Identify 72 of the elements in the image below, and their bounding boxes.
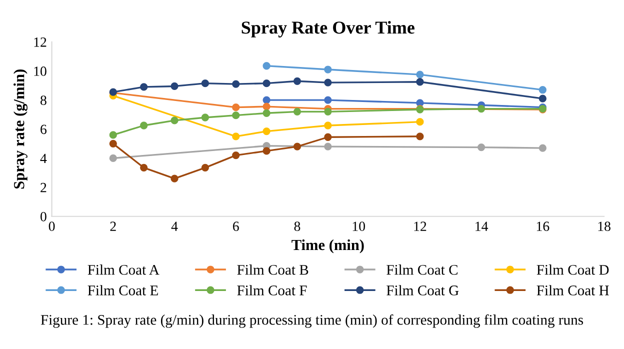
x-tick-label: 2 bbox=[110, 222, 116, 231]
point bbox=[416, 70, 424, 78]
chart-title: Spray Rate Over Time bbox=[242, 21, 414, 38]
point bbox=[293, 77, 302, 85]
y-tick-label: 12 bbox=[34, 38, 46, 47]
point bbox=[232, 80, 240, 88]
x-tick-label: 8 bbox=[294, 222, 300, 232]
x-tick-label: 18 bbox=[598, 222, 610, 232]
point bbox=[262, 80, 270, 88]
point bbox=[538, 86, 546, 94]
legend-label: Film Coat F bbox=[237, 285, 307, 296]
point bbox=[201, 164, 210, 172]
x-tick-label: 0 bbox=[48, 222, 55, 232]
point bbox=[262, 96, 270, 104]
point bbox=[232, 151, 240, 160]
y-axis-title: Spray rate (g/min) bbox=[14, 70, 28, 189]
point bbox=[109, 154, 117, 162]
y-tick-label: 4 bbox=[40, 154, 47, 164]
x-tick-label: 4 bbox=[171, 222, 178, 231]
point bbox=[109, 131, 117, 139]
caption: Figure 1: Spray rate (g/min) during processing time (min) of corresponding film coating runs bbox=[40, 314, 584, 328]
point bbox=[416, 132, 424, 140]
point bbox=[262, 62, 270, 70]
point bbox=[324, 142, 332, 150]
legend-label: Film Coat E bbox=[88, 285, 158, 296]
legend-label: Film Coat C bbox=[386, 264, 458, 275]
point bbox=[232, 132, 240, 140]
point bbox=[324, 66, 332, 74]
point bbox=[262, 109, 270, 117]
legend-label: Film Coat A bbox=[88, 264, 160, 275]
point bbox=[140, 122, 148, 130]
legend-label: Film Coat B bbox=[237, 264, 308, 275]
point bbox=[324, 108, 332, 116]
point bbox=[170, 116, 178, 124]
point bbox=[232, 104, 240, 112]
point bbox=[324, 133, 332, 141]
point bbox=[293, 108, 302, 116]
x-axis-title: Time (min) bbox=[292, 239, 364, 254]
x-tick-label: 14 bbox=[476, 222, 488, 231]
y-tick-label: 6 bbox=[40, 124, 47, 134]
point bbox=[538, 144, 546, 152]
point bbox=[293, 142, 302, 150]
point bbox=[477, 143, 486, 152]
x-tick-label: 10 bbox=[352, 222, 366, 232]
point bbox=[201, 80, 210, 88]
point bbox=[324, 78, 332, 86]
x-tick-label: 6 bbox=[232, 222, 239, 232]
point bbox=[140, 83, 148, 91]
y-tick-label: 10 bbox=[34, 66, 46, 76]
point bbox=[109, 140, 117, 148]
point bbox=[538, 94, 546, 102]
point bbox=[140, 164, 148, 172]
point bbox=[416, 78, 424, 86]
legend-label: Film Coat G bbox=[386, 285, 459, 296]
y-tick-label: 0 bbox=[40, 212, 46, 222]
point bbox=[170, 82, 178, 90]
point bbox=[324, 96, 332, 104]
point bbox=[232, 111, 240, 120]
point bbox=[262, 102, 270, 110]
point bbox=[170, 174, 178, 182]
point bbox=[477, 104, 486, 113]
x-tick-label: 16 bbox=[536, 222, 550, 232]
legend-label: Film Coat D bbox=[536, 264, 609, 275]
point bbox=[416, 118, 424, 126]
point bbox=[201, 114, 210, 122]
x-tick-label: 12 bbox=[414, 222, 426, 231]
point bbox=[262, 127, 270, 136]
y-tick-label: 2 bbox=[40, 182, 46, 192]
point bbox=[324, 122, 332, 130]
point bbox=[262, 147, 270, 155]
y-tick-label: 8 bbox=[40, 96, 46, 105]
legend-label: Film Coat H bbox=[536, 285, 609, 296]
